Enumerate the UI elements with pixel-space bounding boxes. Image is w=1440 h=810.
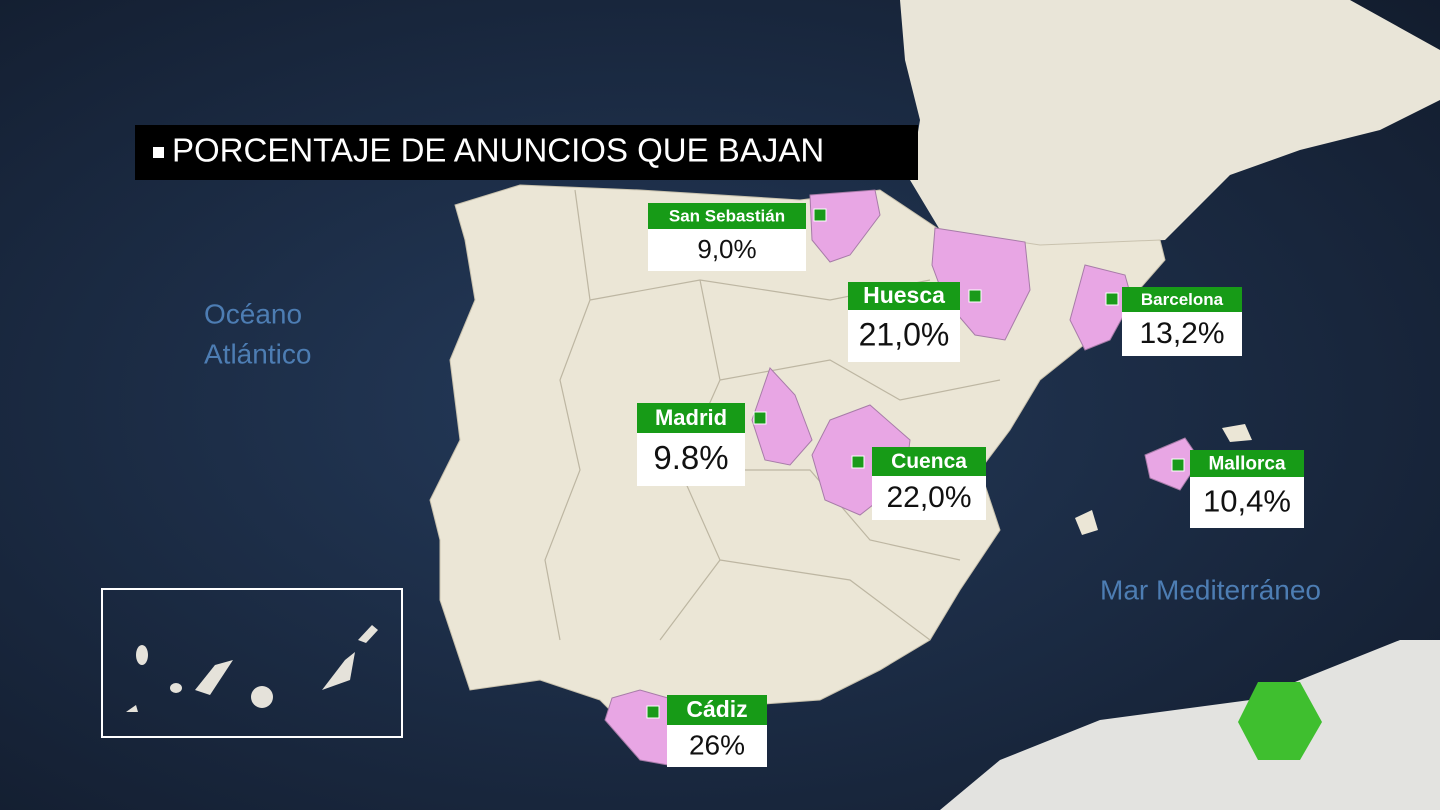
marker <box>646 705 660 719</box>
place-value: 9.8% <box>653 439 728 476</box>
marker <box>1171 458 1185 472</box>
label-box <box>667 725 767 767</box>
marker <box>851 455 865 469</box>
title-bullet <box>153 147 164 158</box>
marker <box>1105 292 1119 306</box>
label-box <box>637 433 745 486</box>
place-value: 9,0% <box>697 234 756 264</box>
place-value: 10,4% <box>1203 484 1291 519</box>
title-bar <box>135 125 918 180</box>
place-value: 26% <box>689 729 745 760</box>
marker <box>968 289 982 303</box>
ibiza <box>1075 510 1098 535</box>
title: PORCENTAJE DE ANUNCIOS QUE BAJAN <box>172 132 824 169</box>
canary-islands <box>126 625 378 712</box>
place-name: Cuenca <box>891 450 967 473</box>
place-name: San Sebastián <box>669 206 785 225</box>
place-value: 13,2% <box>1139 317 1224 350</box>
canary-inset <box>101 588 403 738</box>
place-value: 21,0% <box>859 316 950 352</box>
label-box <box>1190 477 1304 528</box>
label-header <box>1190 450 1304 477</box>
label-box <box>648 229 806 271</box>
place-name: Huesca <box>863 282 945 308</box>
france <box>900 0 1440 245</box>
ocean-label: Océano <box>204 298 302 329</box>
place-value: 22,0% <box>886 481 971 514</box>
marker <box>753 411 767 425</box>
africa <box>940 640 1440 810</box>
place-name: Madrid <box>655 405 727 430</box>
label-box <box>1122 312 1242 356</box>
menorca <box>1222 424 1252 442</box>
place-name: Mallorca <box>1208 454 1286 475</box>
label-header <box>648 203 806 229</box>
place-name: Cádiz <box>686 696 747 722</box>
label-header <box>1122 287 1242 312</box>
place-name: Barcelona <box>1141 290 1224 309</box>
label-box <box>848 310 960 362</box>
channel-logo <box>1238 682 1322 760</box>
label-header <box>637 403 745 433</box>
ocean-label: Atlántico <box>204 338 311 369</box>
marker <box>813 208 827 222</box>
sea-label: Mar Mediterráneo <box>1100 574 1321 605</box>
label-header <box>872 447 986 476</box>
label-box <box>872 476 986 520</box>
label-header <box>848 282 960 310</box>
label-header <box>667 695 767 725</box>
